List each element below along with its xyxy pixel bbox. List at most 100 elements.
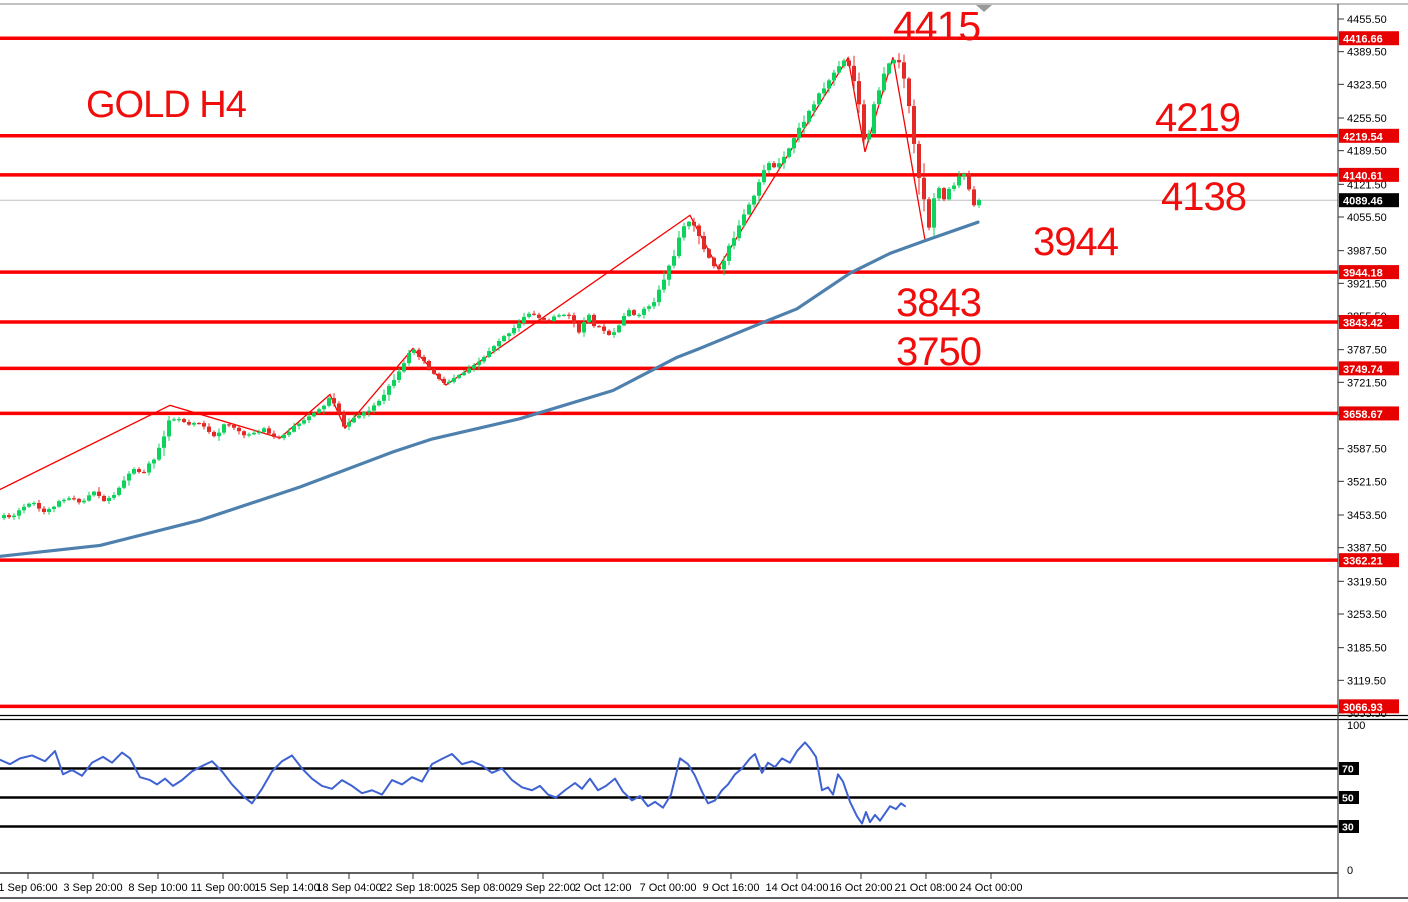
price-level-badge bbox=[1339, 128, 1399, 143]
x-axis-label: 3 Sep 20:00 bbox=[63, 882, 122, 894]
y-axis-label: 3787.50 bbox=[1347, 345, 1387, 357]
price-level-badge-label: 3066.93 bbox=[1343, 702, 1383, 714]
candle-body bbox=[947, 188, 951, 200]
candle-body bbox=[622, 316, 626, 326]
candle-body bbox=[962, 173, 966, 177]
candle-body bbox=[907, 78, 911, 107]
candle-body bbox=[952, 185, 956, 189]
candle-body bbox=[882, 73, 886, 91]
candle-body bbox=[932, 198, 936, 228]
candle-body bbox=[182, 419, 186, 423]
candle-body bbox=[927, 199, 931, 228]
candle-body bbox=[302, 420, 306, 424]
current-price-badge bbox=[1339, 193, 1399, 208]
rsi-min-label: 0 bbox=[1347, 865, 1353, 877]
annotation-level-3944: 3944 bbox=[1033, 220, 1119, 264]
candle-body bbox=[22, 506, 26, 511]
candle-body bbox=[532, 313, 536, 315]
candle-body bbox=[197, 422, 201, 425]
y-axis-label: 3921.50 bbox=[1347, 278, 1387, 290]
candle-body bbox=[287, 431, 291, 435]
candle-body bbox=[232, 424, 236, 428]
candle-body bbox=[792, 138, 796, 149]
candle-body bbox=[72, 498, 76, 500]
price-level-badge-label: 3749.74 bbox=[1343, 364, 1384, 376]
candle-body bbox=[612, 332, 616, 335]
candle-body bbox=[77, 498, 81, 503]
candle-body bbox=[337, 403, 341, 414]
candle-body bbox=[482, 357, 486, 362]
y-axis-label: 3587.50 bbox=[1347, 444, 1387, 456]
candle-body bbox=[452, 378, 456, 382]
y-axis-label: 4323.50 bbox=[1347, 79, 1387, 91]
candle-body bbox=[737, 225, 741, 239]
candle-body bbox=[152, 459, 156, 464]
x-axis-label: 11 Sep 00:00 bbox=[191, 882, 256, 894]
price-level-badge bbox=[1339, 167, 1399, 182]
candle-body bbox=[317, 409, 321, 413]
candle-body bbox=[717, 266, 721, 270]
x-axis-label: 21 Oct 08:00 bbox=[895, 882, 958, 894]
candle-body bbox=[162, 436, 166, 448]
x-axis-label: 7 Oct 00:00 bbox=[640, 882, 697, 894]
candle-body bbox=[582, 322, 586, 333]
candle-body bbox=[497, 341, 501, 347]
candle-body bbox=[322, 405, 326, 410]
candle-body bbox=[457, 375, 461, 379]
x-axis-label: 18 Sep 04:00 bbox=[316, 882, 381, 894]
annotation-level-3843: 3843 bbox=[896, 281, 982, 325]
candle-body bbox=[632, 310, 636, 315]
price-level-badge bbox=[1339, 265, 1399, 280]
candle-body bbox=[692, 221, 696, 226]
candle-body bbox=[672, 256, 676, 266]
candle-body bbox=[187, 422, 191, 425]
rsi-level-badge bbox=[1339, 820, 1359, 833]
candle-body bbox=[862, 104, 866, 140]
candle-body bbox=[52, 506, 56, 509]
candle-body bbox=[727, 245, 731, 261]
candle-body bbox=[647, 306, 651, 309]
candle-body bbox=[542, 317, 546, 320]
candle-body bbox=[67, 498, 71, 500]
y-axis-label: 4189.50 bbox=[1347, 146, 1387, 158]
candle-body bbox=[467, 368, 471, 373]
rsi-indicator-line bbox=[0, 741, 906, 825]
candle-body bbox=[697, 225, 701, 237]
candle-body bbox=[377, 400, 381, 406]
candle-body bbox=[747, 204, 751, 215]
candle-body bbox=[787, 148, 791, 157]
candle-body bbox=[767, 163, 771, 171]
candle-body bbox=[2, 515, 6, 519]
candle-body bbox=[957, 176, 961, 186]
candle-body bbox=[212, 431, 216, 437]
candle-body bbox=[912, 106, 916, 144]
candle-body bbox=[797, 127, 801, 139]
candle-body bbox=[837, 66, 841, 73]
price-level-badge-label: 3843.42 bbox=[1343, 317, 1383, 329]
candle-body bbox=[627, 310, 631, 317]
candle-body bbox=[7, 515, 11, 518]
price-level-badge-label: 3658.67 bbox=[1343, 409, 1383, 421]
candle-body bbox=[437, 373, 441, 379]
candle-body bbox=[247, 434, 251, 436]
candle-body bbox=[37, 502, 41, 509]
candle-body bbox=[407, 352, 411, 364]
candle-body bbox=[422, 356, 426, 361]
candle-body bbox=[122, 480, 126, 488]
candle-body bbox=[207, 426, 211, 432]
candle-body bbox=[357, 415, 361, 418]
candle-body bbox=[822, 88, 826, 94]
candle-body bbox=[512, 328, 516, 334]
candle-body bbox=[752, 195, 756, 205]
price-level-badge-label: 3362.21 bbox=[1343, 556, 1383, 568]
candle-body bbox=[312, 412, 316, 417]
candle-body bbox=[142, 471, 146, 474]
candle-body bbox=[157, 447, 161, 460]
candle-body bbox=[117, 487, 121, 496]
y-axis-label: 3721.50 bbox=[1347, 377, 1387, 389]
candle-body bbox=[567, 314, 571, 316]
candle-body bbox=[762, 170, 766, 183]
candle-body bbox=[167, 420, 171, 437]
y-axis-label: 4255.50 bbox=[1347, 113, 1387, 125]
